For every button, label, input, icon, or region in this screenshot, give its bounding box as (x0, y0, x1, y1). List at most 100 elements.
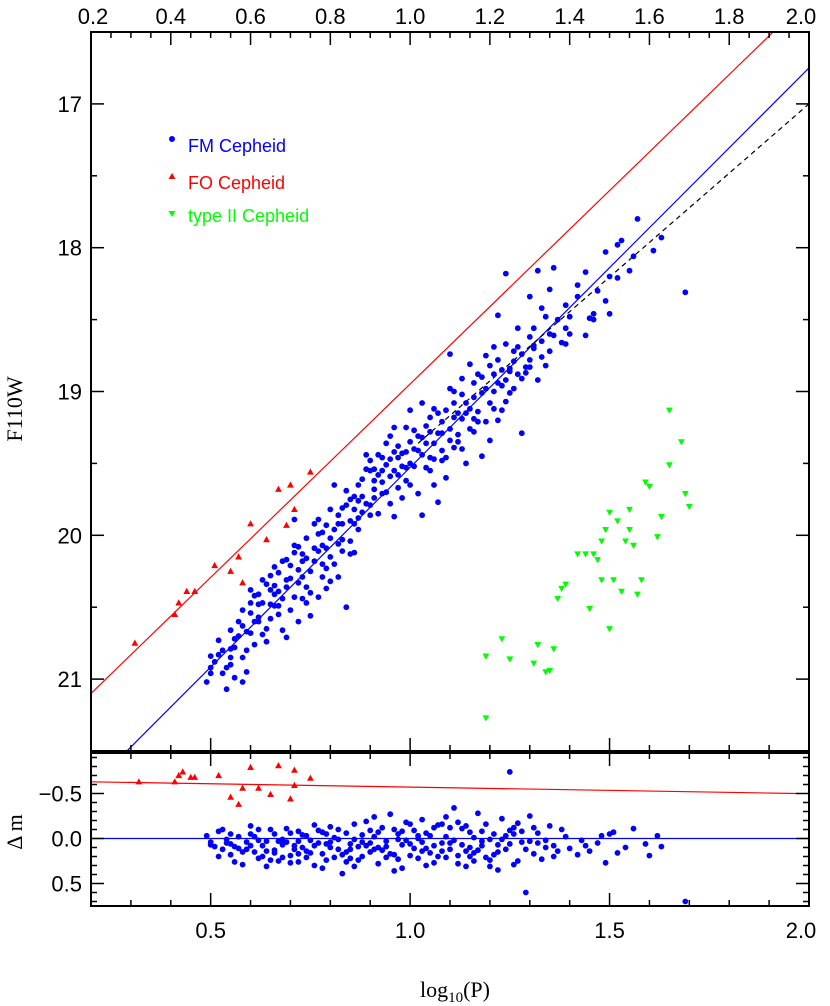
fm-cepheid-point (235, 633, 242, 639)
residual-fm-point (295, 850, 302, 857)
residual-fm-point (359, 832, 366, 838)
fm-cepheid-point (574, 293, 581, 300)
fm-cepheid-point (339, 520, 346, 527)
residual-fm-point (243, 839, 250, 845)
residual-fo-point (267, 790, 274, 797)
fm-cepheid-point (347, 551, 354, 557)
residual-fm-point (415, 855, 421, 862)
type-ii-cepheid-point (685, 503, 693, 511)
fm-cepheid-point (495, 417, 501, 424)
fm-cepheid-point (351, 493, 358, 500)
fm-cepheid-point (562, 325, 569, 332)
fm-cepheid-point (499, 367, 505, 373)
fm-cepheid-point (451, 388, 457, 395)
fm-cepheid-point (467, 426, 473, 432)
fm-cepheid-point (247, 630, 254, 636)
fm-cepheid-point (594, 287, 601, 294)
top-tick-label: 2.0 (786, 4, 817, 29)
fm-cepheid-point (239, 654, 246, 661)
residual-fm-point (491, 831, 497, 837)
fm-cepheid-point (431, 440, 437, 447)
residual-fm-point (383, 838, 390, 845)
fm-cepheid-point (566, 331, 573, 337)
fm-cepheid-point (223, 686, 230, 693)
fm-cepheid-point (339, 536, 346, 543)
residual-fo-point (215, 771, 223, 779)
fm-cepheid-point (327, 535, 334, 542)
residual-fm-point (586, 848, 593, 854)
fm-cepheid-point (315, 516, 322, 523)
fm-cepheid-point (411, 463, 417, 470)
residual-fm-point (283, 825, 290, 832)
fm-cepheid-point (415, 490, 421, 497)
fm-cepheid-point (447, 426, 453, 432)
fm-cepheid-point (427, 414, 433, 421)
legend-fo-label: FO Cepheid (188, 173, 285, 193)
main-y-tick-label: 18 (58, 236, 82, 261)
residual-fm-point (550, 842, 557, 849)
fm-cepheid-point (343, 502, 350, 508)
fo-cepheid-point (191, 587, 199, 594)
residual-fm-point (391, 868, 398, 874)
residual-fm-point (271, 831, 278, 837)
fm-cepheid-point (355, 526, 362, 533)
fm-cepheid-point (319, 574, 326, 580)
residual-fm-point (231, 859, 238, 865)
residual-fm-point (351, 863, 358, 870)
fm-cepheid-point (538, 305, 545, 311)
residual-fm-point (431, 842, 437, 849)
residual-fm-point (630, 825, 637, 832)
residual-fm-point (415, 832, 421, 839)
type-ii-cepheid-point (654, 534, 661, 541)
residual-fm-point (475, 847, 481, 854)
residual-fo-point (287, 795, 294, 802)
fm-cepheid-point (431, 482, 437, 488)
residual-fm-point (463, 823, 469, 829)
residual-fm-point (419, 848, 425, 854)
fm-cepheid-point (275, 602, 282, 609)
fm-cepheid-point (379, 467, 386, 474)
fm-cepheid-point (451, 444, 457, 451)
top-axis-labels: 0.2 0.4 0.6 0.8 1.0 1.2 1.4 1.6 1.8 2.0 (78, 4, 817, 29)
fm-cepheid-point (526, 357, 533, 363)
fo-cepheid-point (183, 587, 191, 594)
fm-cepheid-point (303, 535, 310, 542)
fm-cepheid-point (411, 446, 417, 452)
fm-cepheid-point (363, 451, 370, 458)
fm-cepheid-point (287, 607, 294, 613)
residual-fm-point (463, 863, 469, 870)
fm-cepheid-point (367, 457, 374, 464)
type-ii-cepheid-point (642, 479, 649, 486)
residual-fm-point (522, 846, 529, 853)
residual-fm-point (423, 862, 429, 869)
residual-fm-point (399, 865, 405, 872)
fm-cepheid-point (475, 418, 481, 425)
fm-cepheid-point (514, 371, 521, 378)
fm-cepheid-point (375, 472, 382, 478)
fm-cepheid-point (299, 574, 306, 580)
residual-fm-point (287, 830, 294, 836)
residual-fm-point (419, 839, 425, 845)
fm-cepheid-point (279, 595, 286, 602)
residual-fm-point (235, 833, 242, 840)
residual-fm-point (642, 841, 649, 847)
type-ii-cepheid-point (574, 551, 582, 558)
fm-cepheid-point (263, 638, 270, 645)
type-ii-cepheid-point (590, 551, 597, 558)
type-ii-cepheid-point (542, 669, 550, 676)
residual-fm-point (275, 858, 282, 864)
fm-cepheid-point (459, 415, 465, 422)
residual-fm-point (383, 854, 390, 861)
residual-line-0 (91, 781, 798, 795)
main-y-tick-label: 21 (58, 667, 82, 692)
residual-fm-point (471, 858, 477, 864)
fm-cepheid-point (275, 569, 282, 576)
fm-cepheid-point (383, 461, 390, 468)
residual-fm-point (510, 861, 517, 868)
fm-cepheid-point (471, 428, 477, 435)
residual-fm-point (375, 860, 382, 867)
residual-fm-point (610, 829, 617, 836)
residual-fo-point (306, 774, 314, 781)
fm-cepheid-point (502, 377, 509, 383)
residual-fo-point (227, 793, 235, 800)
